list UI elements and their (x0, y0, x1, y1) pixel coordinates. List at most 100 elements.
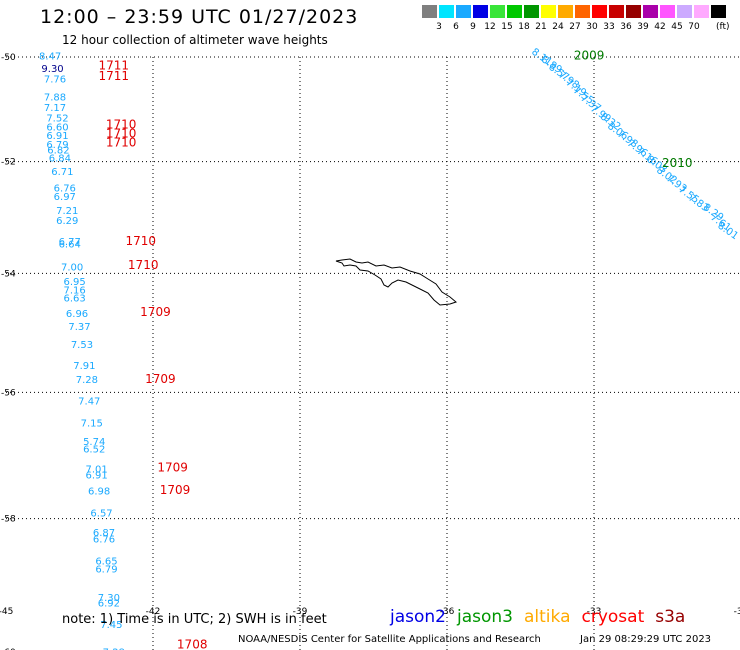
color-legend-label: 33 (603, 22, 615, 32)
swh-value: 6.77 (59, 237, 81, 248)
color-swatch (694, 5, 709, 18)
color-legend-label: 27 (569, 22, 581, 32)
color-legend-label: 12 (484, 22, 496, 32)
swh-value: 6.96 (66, 309, 88, 320)
swh-value: 7.28 (76, 375, 98, 386)
color-swatch (456, 5, 471, 18)
color-swatch (439, 5, 454, 18)
lat-tick-label: -58 (1, 515, 16, 525)
swh-value: 7.88 (44, 93, 66, 104)
color-swatch (490, 5, 505, 18)
pass-time-label: 1710 (106, 126, 137, 140)
color-legend-label: 39 (637, 22, 649, 32)
pass-time-label: 1709 (145, 372, 176, 386)
lon-tick-label: -30 (734, 607, 740, 617)
swh-value: 9.30 (41, 64, 63, 75)
swh-value: 7.45 (100, 620, 122, 631)
lat-tick-label: -60 (1, 648, 16, 650)
chart-title: 12:00 – 23:59 UTC 01/27/2023 (40, 6, 359, 28)
lat-tick-label: -54 (1, 269, 16, 279)
swh-value: 7.76 (44, 74, 66, 85)
color-swatch (592, 5, 607, 18)
swh-value: 7.15 (81, 418, 103, 429)
swh-value: 7.91 (73, 361, 95, 372)
swh-value: 7.37 (68, 322, 90, 333)
swh-value: 6.29 (56, 216, 78, 227)
swh-value: 6.79 (95, 564, 117, 575)
lon-tick-label: -42 (146, 607, 161, 617)
swh-value: 6.84 (49, 154, 71, 165)
lat-tick-label: -52 (1, 158, 16, 168)
pass-time-label: 2009 (574, 49, 605, 63)
color-swatch (541, 5, 556, 18)
pass-time-label: 1708 (177, 638, 208, 650)
lon-tick-label: -36 (440, 607, 455, 617)
pass-time-label: 1711 (99, 69, 130, 83)
pass-time-label: 1710 (128, 258, 159, 272)
swh-value: 6.98 (88, 487, 110, 498)
color-swatch (626, 5, 641, 18)
color-legend-unit: (ft) (716, 22, 730, 32)
color-swatch (660, 5, 675, 18)
swh-value: 6.63 (63, 293, 85, 304)
color-swatch (558, 5, 573, 18)
pass-time-label: 1709 (160, 483, 191, 497)
satellite-altika: altika (524, 607, 571, 627)
color-legend-label: 30 (586, 22, 598, 32)
swh-value: 6.91 (46, 131, 68, 142)
lon-tick-label: -33 (587, 607, 602, 617)
south-georgia-coastline (335, 258, 458, 306)
lon-tick-label: -45 (0, 607, 13, 617)
color-legend-label: 45 (671, 22, 683, 32)
swh-value: 7.17 (44, 103, 66, 114)
color-legend-label: 6 (453, 22, 459, 32)
swh-value: 8.47 (39, 52, 61, 63)
satellite-s3a: s3a (655, 607, 686, 627)
satellite-jason3: jason3 (457, 607, 513, 627)
swh-value: 6.57 (90, 509, 112, 520)
footnote: note: 1) Time is in UTC; 2) SWH is in fe… (62, 612, 327, 627)
swh-value: 5.74 (83, 437, 105, 448)
color-legend-label: 70 (688, 22, 700, 32)
swh-value: 7.53 (71, 340, 93, 351)
pass-time-label: 1709 (140, 305, 171, 319)
color-swatch (473, 5, 488, 18)
color-legend-label: 18 (518, 22, 530, 32)
lat-tick-label: -50 (1, 53, 16, 63)
color-swatch (609, 5, 624, 18)
swh-value: 6.91 (86, 471, 108, 482)
lat-tick-label: -56 (1, 388, 16, 398)
swh-value: 6.71 (51, 167, 73, 178)
swh-value: 6.60 (46, 123, 68, 134)
color-legend-label: 42 (654, 22, 666, 32)
swh-value: 6.97 (54, 192, 76, 203)
color-swatch (711, 5, 726, 18)
pass-time-label: 1711 (99, 59, 130, 73)
credit-line: NOAA/NESDIS Center for Satellite Applica… (238, 634, 541, 645)
swh-value: 8.01 (715, 221, 740, 243)
swh-value: 6.95 (63, 277, 85, 288)
swh-value: 7.52 (46, 114, 68, 125)
lon-tick-label: -39 (293, 607, 308, 617)
swh-value: 6.87 (93, 528, 115, 539)
satellite-legend: jason2 jason3 altika cryosat s3a (390, 607, 696, 627)
pass-time-label: 1710 (125, 234, 156, 248)
swh-value: 7.00 (61, 263, 83, 274)
color-swatch (507, 5, 522, 18)
color-legend-label: 21 (535, 22, 547, 32)
swh-value: 6.76 (54, 184, 76, 195)
swh-value: 7.30 (98, 593, 120, 604)
timestamp: Jan 29 08:29:29 UTC 2023 (580, 634, 712, 645)
satellite-cryosat: cryosat (581, 607, 645, 627)
color-swatch (575, 5, 590, 18)
color-swatch (422, 5, 437, 18)
color-legend-label: 24 (552, 22, 564, 32)
swh-value: 6.52 (83, 445, 105, 456)
color-legend-label: 9 (470, 22, 476, 32)
swh-value: 6.65 (95, 556, 117, 567)
swh-value: 7.16 (63, 286, 85, 297)
swh-value: 7.21 (56, 206, 78, 217)
color-legend-label: 15 (501, 22, 513, 32)
swh-value: 7.01 (86, 464, 108, 475)
